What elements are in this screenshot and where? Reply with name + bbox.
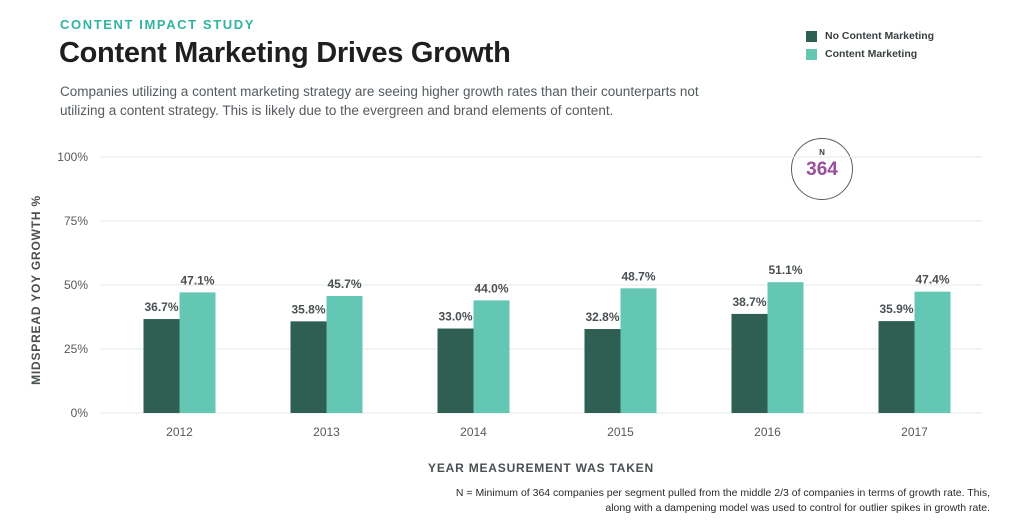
data-label-2012-content: 47.1% xyxy=(180,273,214,287)
bar-2014-no-content xyxy=(437,328,474,413)
data-label-2014-content: 44.0% xyxy=(474,281,508,295)
legend-item-content: Content Marketing xyxy=(806,45,934,63)
x-axis-title: YEAR MEASUREMENT WAS TAKEN xyxy=(428,461,654,475)
grid-layer xyxy=(100,156,982,414)
y-tick-label: 25% xyxy=(64,342,88,356)
bar-2013-content xyxy=(326,296,363,413)
bar-2012-content xyxy=(179,292,216,413)
legend-label-no-content: No Content Marketing xyxy=(825,30,935,42)
y-tick-label: 50% xyxy=(64,278,88,292)
bar-2015-content xyxy=(620,288,657,413)
y-tick-label: 75% xyxy=(64,214,88,228)
chart-title: Content Marketing Drives Growth xyxy=(59,37,511,69)
bar-2014-content xyxy=(473,300,510,413)
chart-subtitle: Companies utilizing a content marketing … xyxy=(60,84,699,118)
bar-2012-no-content xyxy=(143,319,180,413)
x-tick-label-2016: 2016 xyxy=(754,425,781,439)
sample-size-badge: N 364 xyxy=(791,138,853,200)
y-tick-label: 100% xyxy=(57,150,88,164)
bars-layer xyxy=(143,282,951,413)
data-label-2015-content: 48.7% xyxy=(621,269,655,283)
bar-2016-content xyxy=(767,282,804,413)
data-label-2015-no-content: 32.8% xyxy=(585,310,619,324)
legend-swatch-content xyxy=(806,48,817,60)
x-tick-label-2013: 2013 xyxy=(313,425,340,439)
y-axis-title: MIDSPREAD YOY GROWTH % xyxy=(29,195,43,385)
y-tick-label: 0% xyxy=(71,406,89,420)
x-tick-label-2015: 2015 xyxy=(607,425,634,439)
sample-size-value: 364 xyxy=(806,159,838,180)
data-label-2016-content: 51.1% xyxy=(768,263,802,277)
legend-label-content: Content Marketing xyxy=(825,48,918,60)
sample-size-label: N xyxy=(819,148,825,157)
footnote: N = Minimum of 364 companies per segment… xyxy=(455,487,990,514)
labels-layer: 0% 25% 50% 75% 100% 36.7%47.1% 2012 35.8%45.7% 2… xyxy=(57,150,950,439)
x-tick-label-2014: 2014 xyxy=(460,425,487,439)
bar-2016-no-content xyxy=(731,313,768,413)
chart-kicker: CONTENT IMPACT STUDY xyxy=(60,17,255,32)
data-label-2012-no-content: 36.7% xyxy=(144,300,178,314)
legend-swatch-no-content xyxy=(806,30,817,42)
data-label-2017-no-content: 35.9% xyxy=(879,302,913,316)
chart-legend: No Content Marketing Content Marketing xyxy=(806,27,934,63)
x-tick-label-2012: 2012 xyxy=(166,425,193,439)
data-label-2013-content: 45.7% xyxy=(327,277,361,291)
data-label-2013-no-content: 35.8% xyxy=(291,302,325,316)
data-label-2017-content: 47.4% xyxy=(915,273,949,287)
data-label-2014-no-content: 33.0% xyxy=(438,310,472,324)
bar-2015-no-content xyxy=(584,329,621,413)
bar-2017-no-content xyxy=(878,321,915,413)
bar-2013-no-content xyxy=(290,321,327,413)
x-tick-label-2017: 2017 xyxy=(901,425,928,439)
data-label-2016-no-content: 38.7% xyxy=(732,295,766,309)
legend-item-no-content: No Content Marketing xyxy=(806,27,934,45)
bar-2017-content xyxy=(914,291,951,413)
